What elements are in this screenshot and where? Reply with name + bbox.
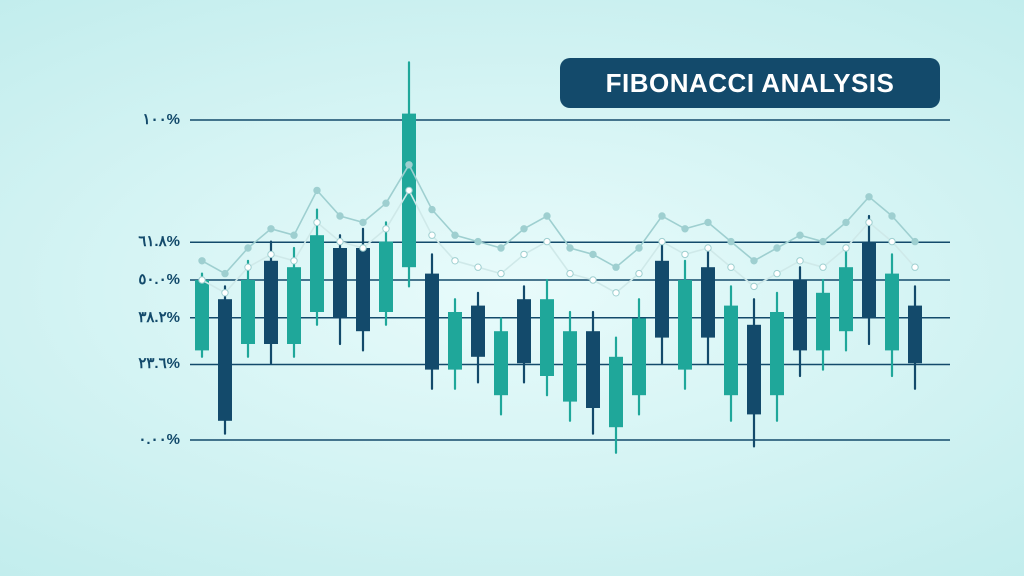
chart-title-badge: FIBONACCI ANALYSIS [560, 58, 940, 108]
y-axis-label: ١٠٠% [122, 110, 180, 128]
y-axis-label: ٦١.٨% [122, 232, 180, 250]
chart-title-text: FIBONACCI ANALYSIS [606, 68, 895, 98]
y-axis-label: ٣٨.٢% [122, 308, 180, 326]
y-axis-label: ٥٠.٠% [122, 270, 180, 288]
y-axis-label: ٢٣.٦% [122, 354, 180, 372]
y-axis-label: ٠.٠٠% [122, 430, 180, 448]
